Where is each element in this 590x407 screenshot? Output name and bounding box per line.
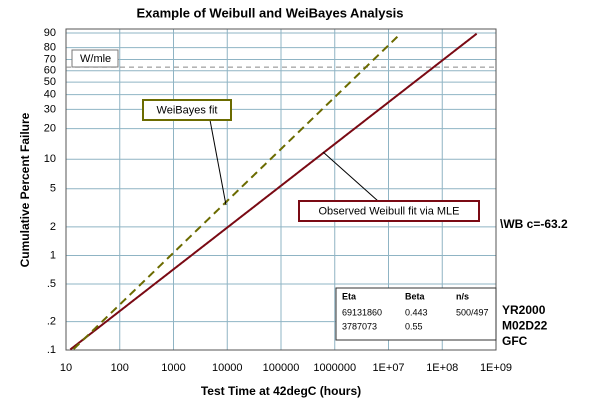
x-tick-label: 10	[60, 362, 72, 374]
y-tick-label: .5	[47, 278, 56, 290]
y-axis-label: Cumulative Percent Failure	[18, 112, 32, 267]
y-tick-label: 30	[44, 103, 56, 115]
y-tick-label: 90	[44, 27, 56, 39]
annotation-pointer	[209, 119, 227, 206]
table-cell: 69131860	[342, 307, 382, 317]
annotation-label: WeiBayes fit	[157, 104, 218, 116]
table-header: Eta	[342, 291, 357, 301]
chart-title: Example of Weibull and WeiBayes Analysis	[136, 5, 403, 20]
fit-line	[72, 33, 402, 350]
plot-frame	[65, 28, 497, 351]
stamp: YR2000	[502, 303, 546, 317]
table-header: Beta	[405, 291, 426, 301]
y-tick-label: 60	[44, 65, 56, 77]
table-cell: 3787073	[342, 321, 377, 331]
x-tick-label: 100	[111, 362, 129, 374]
y-tick-label: .2	[47, 316, 56, 328]
side-note: \WB c=-63.2	[500, 217, 568, 231]
y-tick-label: 2	[50, 221, 56, 233]
fit-line	[69, 32, 478, 351]
fit-table	[335, 287, 497, 341]
y-tick-label: 5	[50, 183, 56, 195]
table-header: n/s	[456, 291, 469, 301]
x-tick-label: 1000	[161, 362, 185, 374]
stamp: M02D22	[502, 319, 548, 333]
annotation-pointer	[322, 151, 379, 202]
annotation-label: Observed Weibull fit via MLE	[318, 205, 459, 217]
y-tick-label: 80	[44, 42, 56, 54]
table-cell: 500/497	[456, 307, 489, 317]
x-tick-label: 10000	[212, 362, 243, 374]
table-cell: 0.443	[405, 307, 428, 317]
y-tick-label: .1	[47, 344, 56, 356]
table-cell: 0.55	[405, 321, 423, 331]
y-tick-label: 40	[44, 89, 56, 101]
stamp: GFC	[502, 334, 528, 348]
x-tick-label: 100000	[263, 362, 300, 374]
x-tick-label: 1E+09	[480, 362, 512, 374]
y-tick-label: 70	[44, 53, 56, 65]
y-tick-label: 1	[50, 249, 56, 261]
x-axis-label: Test Time at 42degC (hours)	[201, 384, 361, 398]
y-tick-label: 10	[44, 153, 56, 165]
annotation-box	[298, 200, 480, 222]
x-tick-label: 1000000	[313, 362, 356, 374]
x-tick-label: 1E+07	[372, 362, 404, 374]
annotation-box	[142, 99, 232, 121]
y-tick-label: 20	[44, 122, 56, 134]
x-tick-label: 1E+08	[426, 362, 458, 374]
tag-box	[71, 49, 119, 68]
y-tick-label: 50	[44, 76, 56, 88]
tag-label: W/mle	[80, 53, 111, 65]
